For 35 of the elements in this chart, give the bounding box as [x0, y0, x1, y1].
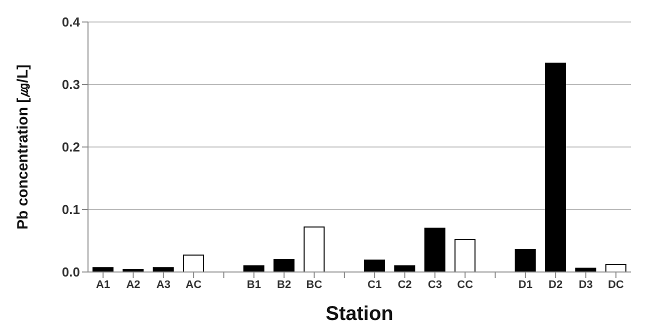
y-tick-label: 0.0	[62, 264, 80, 280]
x-tick-label: BC	[306, 278, 322, 291]
y-tick-label: 0.4	[62, 14, 81, 30]
x-tick-label: A2	[126, 278, 140, 291]
x-tick-label: A3	[156, 278, 170, 291]
y-tick-label: 0.3	[62, 77, 80, 92]
y-tick-label: 0.1	[62, 202, 80, 218]
bar	[152, 267, 174, 272]
bar	[183, 254, 204, 272]
x-tick-label: D3	[578, 278, 593, 291]
x-tick-label: B2	[277, 278, 292, 291]
x-tick-label: C2	[398, 278, 412, 291]
bar	[364, 260, 385, 272]
bar	[454, 239, 476, 272]
bar	[304, 226, 325, 272]
bar	[274, 259, 294, 272]
bar	[394, 265, 416, 272]
x-tick-label: C3	[428, 278, 442, 291]
bar	[92, 267, 114, 272]
x-axis-title: Station	[326, 303, 394, 325]
x-tick-label: D1	[518, 278, 532, 291]
x-tick-label: CC	[457, 278, 474, 291]
bar	[605, 264, 626, 272]
x-tick-label: D2	[548, 278, 563, 291]
bar	[545, 62, 566, 272]
bar	[243, 265, 264, 272]
bar	[424, 228, 446, 272]
y-axis-title: Pb concentration [㎍/L]	[14, 64, 32, 230]
x-tick-label: AC	[186, 278, 202, 291]
x-tick-label: B1	[246, 278, 261, 291]
x-tick-label: C1	[368, 278, 382, 291]
x-tick-label: A1	[96, 278, 110, 291]
bar	[514, 249, 536, 272]
x-tick-label: DC	[608, 278, 624, 291]
y-tick-label: 0.2	[62, 140, 80, 155]
